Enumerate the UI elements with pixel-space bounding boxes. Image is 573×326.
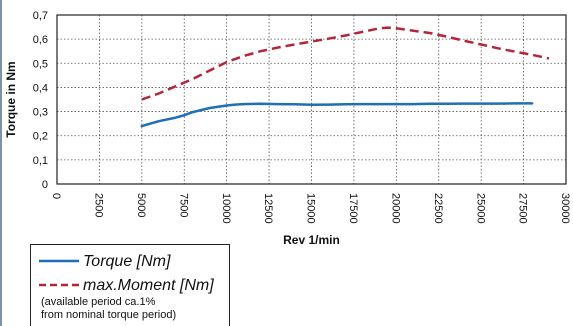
y-tick-label: 0,2 — [33, 131, 48, 143]
legend-note-line-2: from nominal torque period) — [41, 309, 176, 321]
x-tick-label: 7500 — [177, 193, 189, 217]
x-tick-label: 15000 — [305, 193, 317, 224]
x-tick-label: 22500 — [432, 193, 444, 224]
y-tick-label: 0,4 — [33, 82, 48, 94]
y-tick-label: 0,1 — [33, 155, 48, 167]
legend-note-line-1: (available period ca.1% — [41, 296, 155, 308]
legend-label-max-moment: max.Moment [Nm] — [83, 277, 214, 295]
x-tick-label: 30000 — [559, 193, 571, 224]
legend-line-max-moment — [37, 275, 81, 295]
y-tick-label: 0,3 — [33, 107, 48, 119]
y-tick-label: 0 — [42, 179, 48, 191]
x-tick-label: 17500 — [347, 193, 359, 224]
x-tick-label: 5000 — [135, 193, 147, 217]
legend-label-torque: Torque [Nm] — [83, 253, 170, 271]
x-tick-label: 20000 — [389, 193, 401, 224]
y-tick-label: 0,5 — [33, 58, 48, 70]
x-tick-label: 25000 — [474, 193, 486, 224]
legend-entry-max-moment: max.Moment [Nm] — [31, 275, 231, 295]
x-tick-label: 0 — [50, 193, 62, 199]
x-tick-label: 10000 — [220, 193, 232, 224]
legend-entry-torque: Torque [Nm] — [31, 251, 231, 271]
y-tick-label: 0,7 — [33, 10, 48, 22]
y-tick-label: 0,6 — [33, 34, 48, 46]
x-tick-label: 27500 — [517, 193, 529, 224]
x-tick-label: 12500 — [262, 193, 274, 224]
legend: Torque [Nm] max.Moment [Nm] (available p… — [30, 244, 230, 326]
y-axis-label: Torque in Nm — [4, 61, 18, 137]
x-axis-label: Rev 1/min — [283, 233, 340, 247]
legend-line-torque — [37, 251, 81, 271]
x-tick-label: 2500 — [93, 193, 105, 217]
